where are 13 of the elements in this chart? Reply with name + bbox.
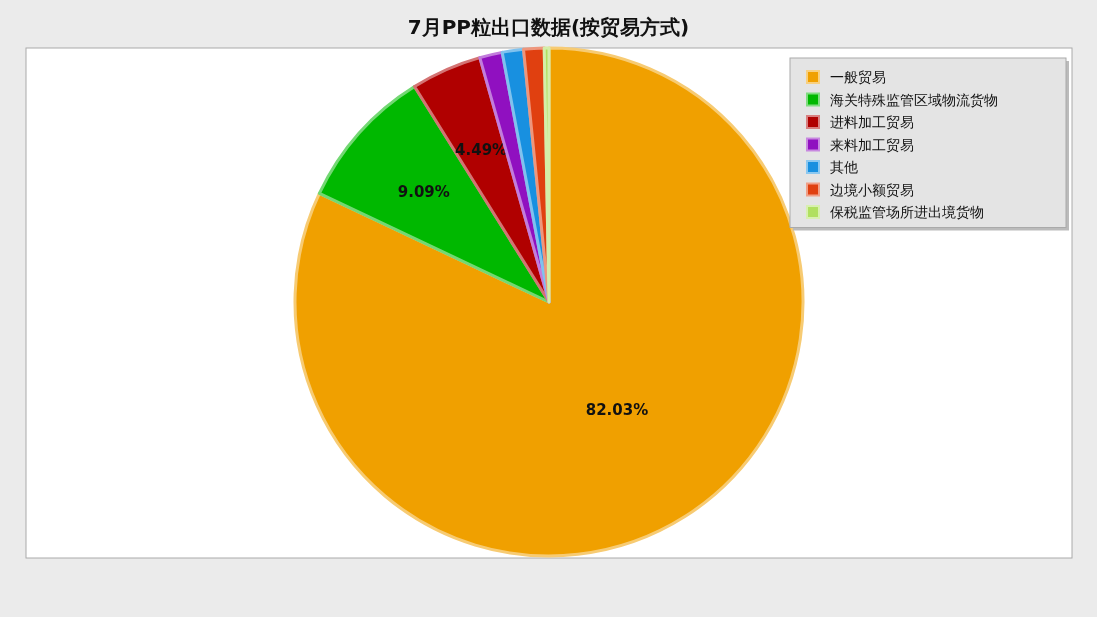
legend-label: 边境小额贸易 [830, 181, 914, 198]
legend-label: 海关特殊监管区域物流货物 [830, 91, 998, 108]
legend-label: 保税监管场所进出境货物 [830, 204, 984, 220]
data-label: 82.03% [585, 401, 649, 420]
pie-slice [542, 46, 551, 304]
data-label: 9.09% [397, 182, 450, 201]
legend-label: 一般贸易 [830, 69, 886, 85]
chart-title: 7月PP粒出口数据(按贸易方式) [407, 15, 690, 39]
pie-slice [293, 46, 805, 558]
pie-slice [317, 85, 551, 304]
legend-label: 来料加工贸易 [830, 136, 914, 153]
legend-label: 其他 [830, 159, 858, 175]
legend-label: 进料加工贸易 [830, 114, 914, 130]
